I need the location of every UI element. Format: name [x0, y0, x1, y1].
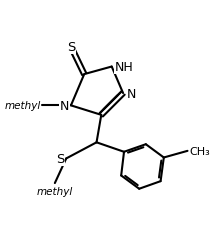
Text: N: N	[126, 87, 136, 100]
Text: S: S	[56, 152, 64, 165]
Text: N: N	[60, 99, 69, 112]
Text: methyl: methyl	[4, 101, 41, 111]
Text: methyl: methyl	[37, 186, 73, 196]
Text: CH₃: CH₃	[190, 146, 210, 156]
Text: NH: NH	[115, 61, 134, 74]
Text: S: S	[67, 41, 75, 54]
